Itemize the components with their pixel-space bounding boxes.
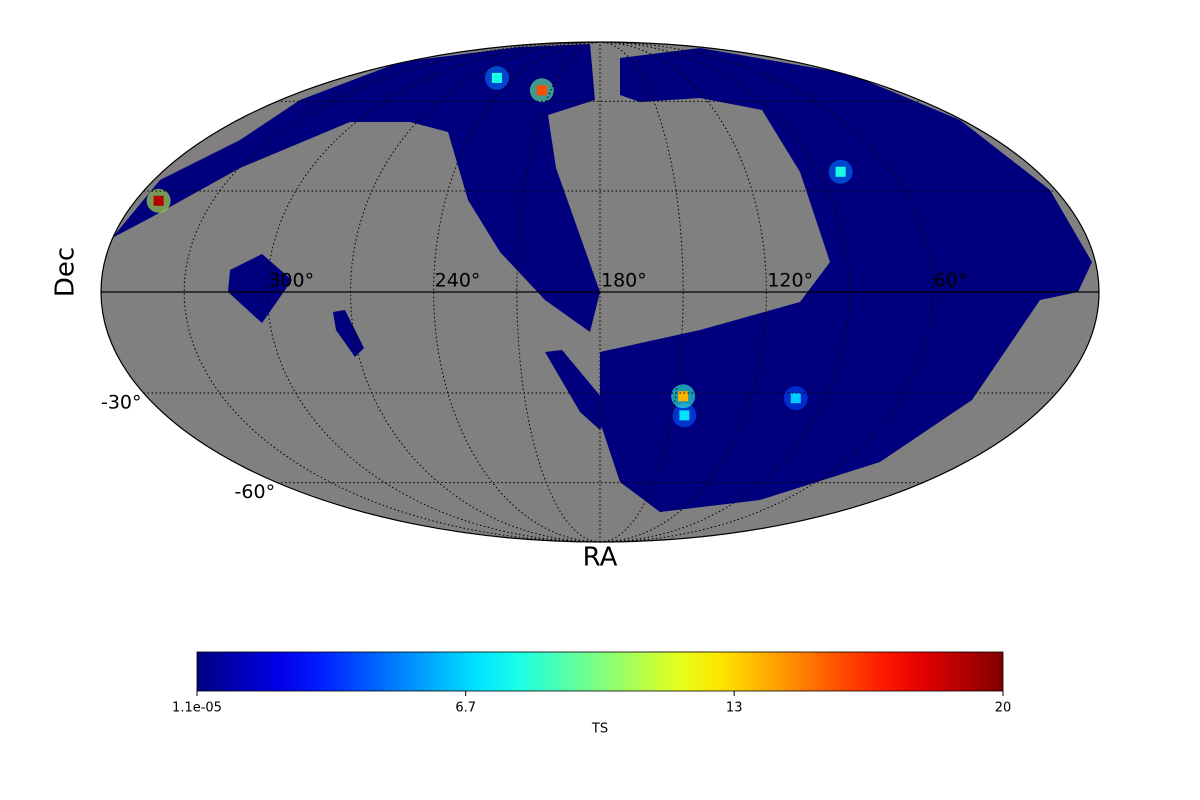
- x-tick-label: 60°: [934, 270, 968, 292]
- hotspot: [678, 391, 689, 402]
- hotspot: [153, 195, 164, 206]
- coverage: [112, 44, 1092, 512]
- grid-line: [433, 41, 601, 543]
- grid-line: [183, 41, 601, 543]
- hotspot: [536, 85, 547, 96]
- colorbar-tick-label: 20: [995, 701, 1012, 716]
- x-tick-label: 120°: [767, 270, 813, 292]
- y-tick-label: -30°: [101, 391, 142, 413]
- colorbar-tick-label: 13: [726, 701, 743, 716]
- y-tick-label: -60°: [235, 481, 276, 503]
- coverage-region: [545, 350, 612, 430]
- coverage-region: [333, 310, 364, 357]
- x-tick-label: 180°: [601, 270, 647, 292]
- x-axis-label: RA: [583, 543, 618, 573]
- coverage-region: [600, 48, 1092, 512]
- hotspot: [835, 166, 846, 177]
- x-tick-label: 300°: [268, 270, 314, 292]
- colorbar-tick-label: 6.7: [455, 701, 476, 716]
- colorbar-label: TS: [591, 722, 608, 737]
- grid-line: [599, 41, 767, 543]
- hotspot: [679, 410, 690, 421]
- coverage-region: [112, 44, 600, 332]
- hotspot: [790, 393, 801, 404]
- y-axis-label: Dec: [51, 247, 81, 297]
- colorbar: [196, 651, 1004, 692]
- colorbar-tick-label: 1.1e-05: [172, 701, 222, 716]
- sky-border: [100, 41, 1100, 543]
- hotspot: [491, 72, 502, 83]
- x-tick-label: 240°: [435, 270, 481, 292]
- coverage-region: [228, 254, 292, 323]
